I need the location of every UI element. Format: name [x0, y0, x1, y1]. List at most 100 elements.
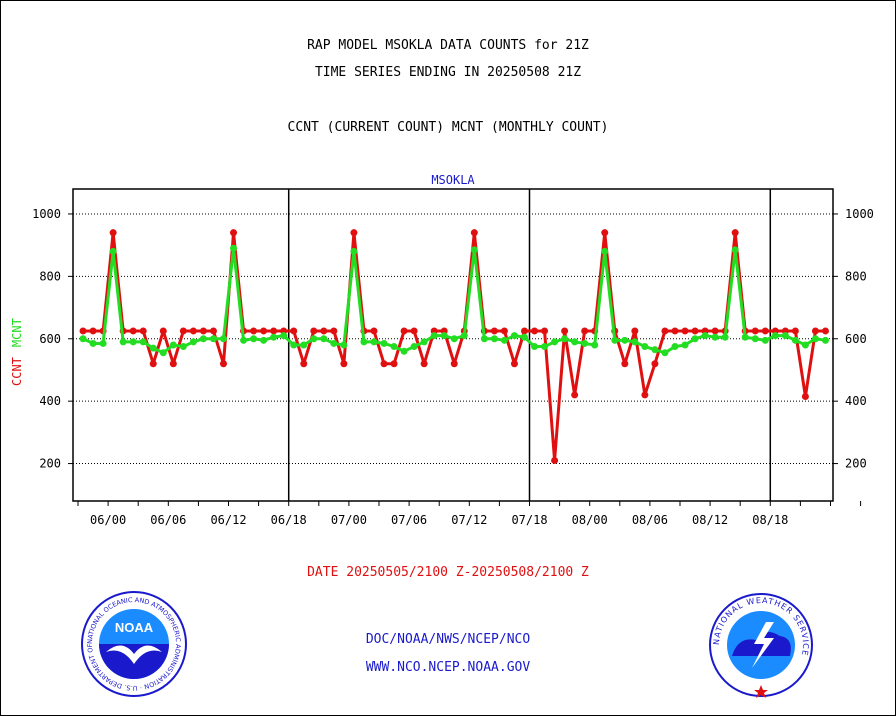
data-point-mcnt [691, 335, 699, 343]
data-point-ccnt [681, 327, 689, 335]
plot-title: MSOKLA [431, 173, 475, 187]
data-point-mcnt [169, 341, 177, 349]
data-point-ccnt [541, 327, 549, 335]
data-point-mcnt [199, 335, 207, 343]
data-point-mcnt [119, 338, 127, 346]
y-tick-label-left: 200 [39, 457, 61, 471]
nws-logo: NATIONAL WEATHER SERVICE [709, 593, 813, 698]
data-point-ccnt [751, 327, 759, 335]
data-point-ccnt [621, 360, 629, 368]
data-point-ccnt [79, 327, 87, 335]
chart-title-line3: CCNT (CURRENT COUNT) MCNT (MONTHLY COUNT… [287, 120, 609, 135]
data-point-mcnt [611, 336, 619, 344]
data-point-mcnt [721, 333, 729, 341]
data-point-mcnt [801, 341, 809, 349]
data-point-mcnt [410, 343, 418, 351]
data-point-mcnt [571, 338, 579, 346]
data-point-ccnt [350, 229, 358, 237]
data-point-ccnt [340, 360, 348, 368]
x-tick-label: 07/06 [391, 513, 427, 527]
data-point-ccnt [801, 392, 809, 400]
data-point-mcnt [490, 335, 498, 343]
data-point-mcnt [360, 338, 368, 346]
data-point-mcnt [581, 339, 589, 347]
data-point-ccnt [691, 327, 699, 335]
data-point-mcnt [771, 332, 779, 340]
data-point-mcnt [500, 336, 508, 344]
data-point-ccnt [811, 327, 819, 335]
data-point-mcnt [480, 335, 488, 343]
y-tick-label-left: 400 [39, 394, 61, 408]
data-point-ccnt [500, 327, 508, 335]
data-point-ccnt [641, 391, 649, 399]
y-tick-label-right: 1000 [845, 207, 874, 221]
data-point-mcnt [350, 247, 358, 255]
data-point-mcnt [641, 343, 649, 351]
data-point-ccnt [300, 360, 308, 368]
y-tick-label-left: 1000 [32, 207, 61, 221]
data-point-mcnt [510, 332, 518, 340]
data-point-ccnt [310, 327, 318, 335]
data-point-mcnt [400, 347, 408, 355]
data-point-ccnt [270, 327, 278, 335]
data-point-mcnt [290, 341, 298, 349]
data-point-mcnt [79, 335, 87, 343]
data-point-mcnt [561, 335, 569, 343]
data-point-mcnt [149, 344, 157, 352]
chart-title-line2: TIME SERIES ENDING IN 20250508 21Z [314, 65, 582, 80]
data-point-ccnt [711, 327, 719, 335]
data-point-ccnt [129, 327, 137, 335]
data-point-ccnt [109, 229, 117, 237]
noaa-logo-text: NOAA [115, 620, 154, 635]
data-point-ccnt [510, 360, 518, 368]
data-point-ccnt [490, 327, 498, 335]
data-point-mcnt [370, 338, 378, 346]
data-point-mcnt [741, 333, 749, 341]
data-point-mcnt [551, 338, 559, 346]
data-point-ccnt [199, 327, 207, 335]
y-axis-label-ccnt: CCNT [10, 357, 24, 386]
data-point-ccnt [370, 327, 378, 335]
x-tick-label: 08/18 [752, 513, 788, 527]
data-point-mcnt [250, 335, 258, 343]
data-point-mcnt [661, 349, 669, 357]
date-range-label: DATE 20250505/2100 Z-20250508/2100 Z [307, 565, 589, 580]
data-point-mcnt [811, 335, 819, 343]
data-point-ccnt [209, 327, 217, 335]
data-point-mcnt [791, 336, 799, 344]
data-point-mcnt [300, 341, 308, 349]
data-point-mcnt [761, 336, 769, 344]
data-point-ccnt [420, 360, 428, 368]
data-point-ccnt [260, 327, 268, 335]
data-point-mcnt [139, 338, 147, 346]
data-point-mcnt [420, 338, 428, 346]
website-credit: WWW.NCO.NCEP.NOAA.GOV [365, 660, 531, 675]
data-point-mcnt [99, 339, 107, 347]
data-point-ccnt [661, 327, 669, 335]
data-point-ccnt [731, 229, 739, 237]
x-tick-label: 07/00 [331, 513, 367, 527]
data-point-ccnt [671, 327, 679, 335]
data-point-ccnt [219, 360, 227, 368]
data-point-mcnt [450, 335, 458, 343]
y-tick-label-left: 600 [39, 332, 61, 346]
data-point-mcnt [751, 335, 759, 343]
data-point-mcnt [440, 332, 448, 340]
data-point-ccnt [390, 360, 398, 368]
data-point-mcnt [711, 333, 719, 341]
data-point-mcnt [821, 336, 829, 344]
data-point-ccnt [410, 327, 418, 335]
data-point-ccnt [631, 327, 639, 335]
chart-title-line1: RAP MODEL MSOKLA DATA COUNTS for 21Z [307, 38, 589, 53]
data-point-ccnt [571, 391, 579, 399]
x-tick-label: 08/06 [632, 513, 668, 527]
data-point-mcnt [209, 335, 217, 343]
data-point-ccnt [561, 327, 569, 335]
data-point-mcnt [731, 246, 739, 254]
data-point-mcnt [89, 339, 97, 347]
data-point-mcnt [390, 343, 398, 351]
y-axis-label: CCNT MCNT [10, 318, 24, 386]
data-point-mcnt [621, 336, 629, 344]
data-point-mcnt [330, 339, 338, 347]
data-point-ccnt [320, 327, 328, 335]
